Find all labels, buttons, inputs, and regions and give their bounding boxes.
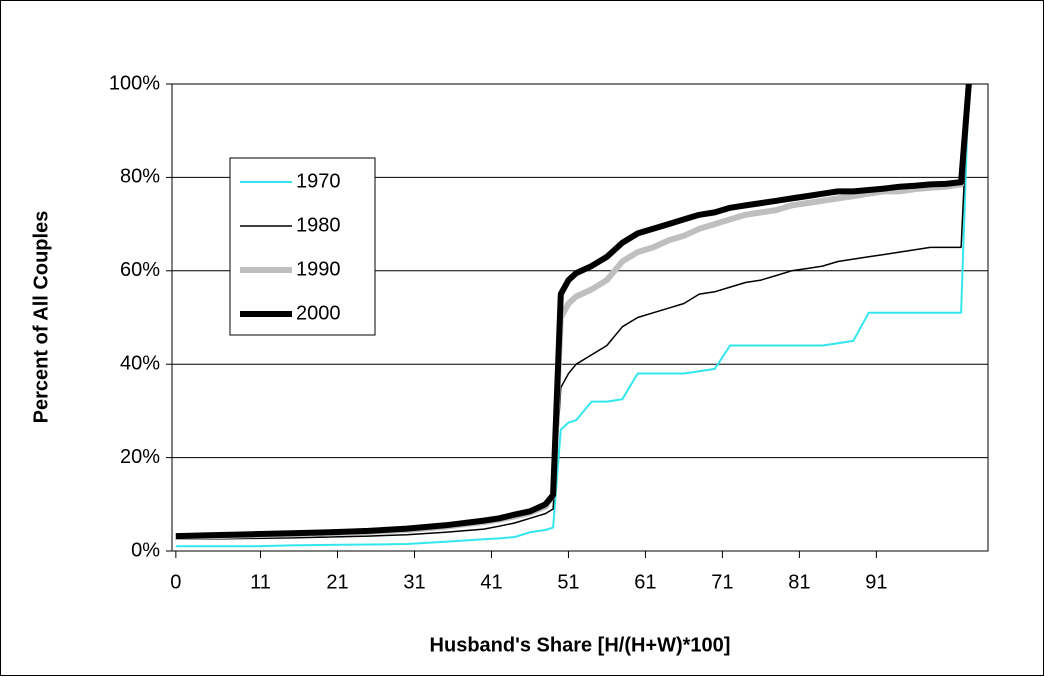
x-axis-title: Husband's Share [H/(H+W)*100] <box>430 634 731 656</box>
x-tick-label: 41 <box>480 571 502 593</box>
x-tick-label: 71 <box>711 571 733 593</box>
legend-label: 2000 <box>296 302 341 324</box>
x-tick-label: 81 <box>788 571 810 593</box>
y-tick-label: 60% <box>120 259 160 281</box>
plot-border <box>171 83 989 552</box>
x-tick-label: 31 <box>403 571 425 593</box>
y-tick-label: 80% <box>120 166 160 188</box>
legend-label: 1970 <box>296 170 341 192</box>
y-tick-label: 20% <box>120 446 160 468</box>
y-axis-title: Percent of All Couples <box>30 211 52 424</box>
y-tick-label: 40% <box>120 352 160 374</box>
x-tick-label: 21 <box>326 571 348 593</box>
legend-label: 1980 <box>296 214 341 236</box>
y-tick-label: 100% <box>109 72 160 94</box>
series-line <box>175 83 970 541</box>
legend: 1970 1980 1990 2000 <box>229 157 376 336</box>
axes: 0% 20% 40% 60% 80% 100% 0 11 21 31 41 51 61 71 81 91 <box>109 72 888 593</box>
series-line <box>175 83 970 548</box>
series-line <box>175 83 972 540</box>
x-tick-label: 51 <box>557 571 579 593</box>
y-tick-label: 0% <box>131 539 160 561</box>
legend-box <box>229 157 376 336</box>
x-tick-label: 11 <box>250 571 271 593</box>
lines <box>175 83 972 548</box>
x-tick-label: 91 <box>865 571 887 593</box>
x-tick-label: 61 <box>634 571 656 593</box>
legend-label: 1990 <box>296 258 341 280</box>
x-tick-label: 0 <box>170 571 181 593</box>
